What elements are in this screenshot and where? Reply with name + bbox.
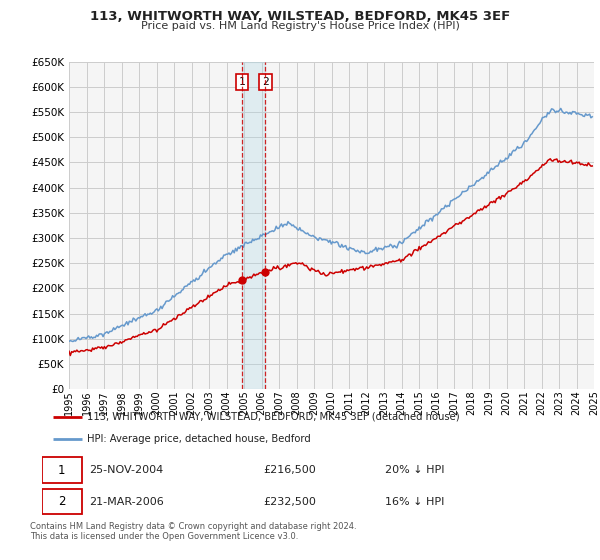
- Text: This data is licensed under the Open Government Licence v3.0.: This data is licensed under the Open Gov…: [30, 532, 298, 541]
- Text: 21-MAR-2006: 21-MAR-2006: [89, 497, 164, 507]
- Text: Price paid vs. HM Land Registry's House Price Index (HPI): Price paid vs. HM Land Registry's House …: [140, 21, 460, 31]
- FancyBboxPatch shape: [42, 489, 82, 514]
- Text: 2: 2: [58, 495, 65, 508]
- Bar: [242, 62, 265, 389]
- Text: 1: 1: [239, 77, 245, 87]
- Text: 1: 1: [58, 464, 65, 477]
- Text: £232,500: £232,500: [264, 497, 317, 507]
- Text: 113, WHITWORTH WAY, WILSTEAD, BEDFORD, MK45 3EF: 113, WHITWORTH WAY, WILSTEAD, BEDFORD, M…: [90, 10, 510, 23]
- Text: HPI: Average price, detached house, Bedford: HPI: Average price, detached house, Bedf…: [87, 434, 311, 444]
- Text: £216,500: £216,500: [264, 465, 317, 475]
- Text: Contains HM Land Registry data © Crown copyright and database right 2024.: Contains HM Land Registry data © Crown c…: [30, 522, 356, 531]
- Text: 20% ↓ HPI: 20% ↓ HPI: [385, 465, 445, 475]
- Text: 2: 2: [262, 77, 269, 87]
- Text: 25-NOV-2004: 25-NOV-2004: [89, 465, 164, 475]
- Text: 16% ↓ HPI: 16% ↓ HPI: [385, 497, 445, 507]
- FancyBboxPatch shape: [42, 458, 82, 483]
- Text: 113, WHITWORTH WAY, WILSTEAD, BEDFORD, MK45 3EF (detached house): 113, WHITWORTH WAY, WILSTEAD, BEDFORD, M…: [87, 412, 460, 422]
